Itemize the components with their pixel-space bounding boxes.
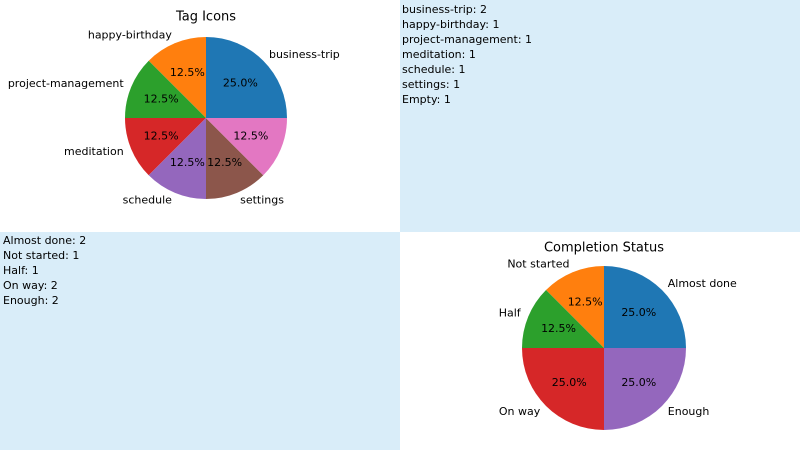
slice-percent: 12.5% xyxy=(170,66,205,79)
slice-label: happy-birthday xyxy=(88,29,173,42)
pie-slice xyxy=(148,37,206,118)
slice-percent: 12.5% xyxy=(568,296,603,309)
list-item: settings: 1 xyxy=(402,78,460,91)
pie-slice xyxy=(125,60,206,118)
slice-label: project-management xyxy=(8,77,125,90)
slice-label: schedule xyxy=(123,193,173,206)
chart-title: Completion Status xyxy=(544,241,664,256)
list-item: Empty: 1 xyxy=(402,93,451,106)
list-item: meditation: 1 xyxy=(402,48,476,61)
pie-slice xyxy=(522,348,604,430)
list-item: happy-birthday: 1 xyxy=(402,18,499,31)
slice-label: Almost done xyxy=(668,277,737,290)
slice-label: business-trip xyxy=(269,48,340,61)
slice-percent: 12.5% xyxy=(144,130,179,143)
list-item: On way: 2 xyxy=(3,279,58,292)
slice-percent: 25.0% xyxy=(621,376,656,389)
slice-percent: 12.5% xyxy=(541,322,576,335)
pie-slice xyxy=(546,266,604,348)
chart-title: Tag Icons xyxy=(175,10,236,25)
list-item: Not started: 1 xyxy=(3,249,79,262)
slice-label: settings xyxy=(240,193,284,206)
pie-slice xyxy=(206,118,287,176)
pie-slice xyxy=(206,37,287,118)
slice-percent: 12.5% xyxy=(207,156,242,169)
list-item: schedule: 1 xyxy=(402,63,466,76)
pie-slice xyxy=(604,266,686,348)
slice-label: Enough xyxy=(668,405,710,418)
slice-percent: 12.5% xyxy=(233,130,268,143)
slice-label: On way xyxy=(499,405,541,418)
slice-percent: 25.0% xyxy=(621,306,656,319)
pie-slice xyxy=(604,348,686,430)
pie-slice xyxy=(148,118,206,199)
slice-label: meditation xyxy=(64,145,124,158)
slice-label: Half xyxy=(499,306,522,319)
slice-percent: 12.5% xyxy=(170,156,205,169)
list-item: Enough: 2 xyxy=(3,294,59,307)
pie-slice xyxy=(522,290,604,348)
slice-percent: 25.0% xyxy=(223,77,258,90)
text-panel xyxy=(0,232,400,450)
pie-slice xyxy=(125,118,206,176)
list-item: Almost done: 2 xyxy=(3,234,86,247)
list-item: project-management: 1 xyxy=(402,33,532,46)
slice-percent: 12.5% xyxy=(144,92,179,105)
pie-slice xyxy=(206,118,264,199)
slice-label: Not started xyxy=(507,258,569,271)
list-item: business-trip: 2 xyxy=(402,3,487,16)
text-panel xyxy=(400,0,800,232)
list-item: Half: 1 xyxy=(3,264,39,277)
slice-percent: 25.0% xyxy=(552,376,587,389)
